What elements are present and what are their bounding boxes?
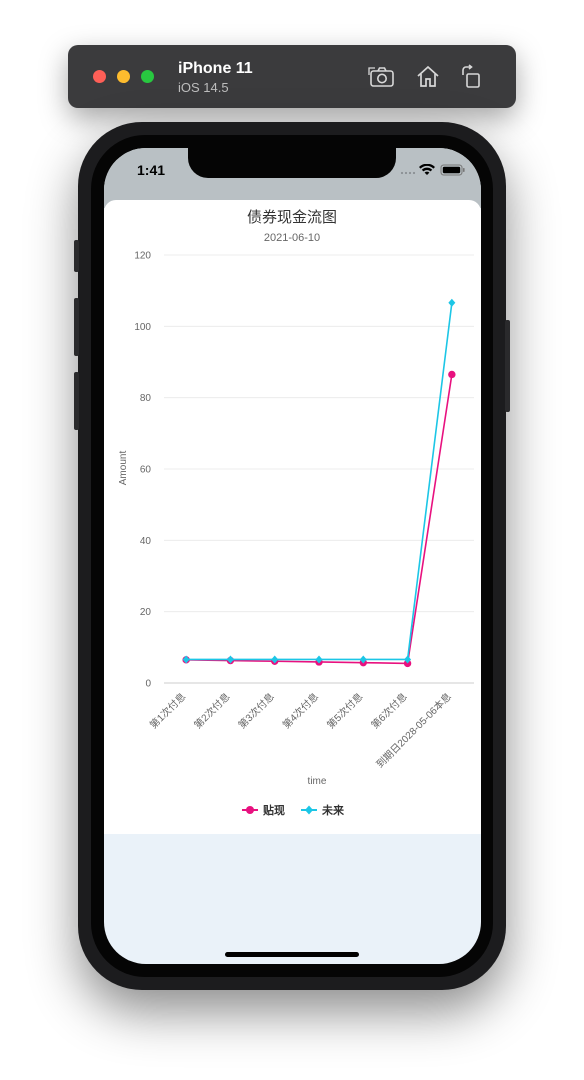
- y-tick-label: 20: [140, 607, 152, 618]
- chart-legend: 贴现 未来: [242, 803, 345, 817]
- chart-title: 债券现金流图: [247, 209, 337, 226]
- chart-subtitle: 2021-06-10: [264, 232, 320, 244]
- y-tick-label: 80: [140, 393, 152, 404]
- x-tick-label: 第2次付息: [191, 690, 232, 731]
- data-point[interactable]: [404, 655, 412, 664]
- status-time: 1:41: [137, 162, 166, 178]
- mute-switch: [74, 240, 79, 272]
- data-point[interactable]: [226, 655, 234, 664]
- screenshot-icon[interactable]: [368, 63, 396, 91]
- series-line: [186, 302, 453, 661]
- x-axis-label: time: [308, 776, 327, 787]
- device-os-version: iOS 14.5: [178, 80, 229, 95]
- y-tick-label: 100: [134, 322, 151, 333]
- legend-label[interactable]: 贴现: [262, 803, 285, 817]
- signal-icon: [400, 171, 416, 175]
- y-tick-label: 120: [134, 251, 151, 262]
- y-tick-label: 60: [140, 465, 152, 476]
- notch: [188, 148, 396, 178]
- data-point[interactable]: [359, 655, 367, 664]
- y-tick-label: 40: [140, 536, 152, 547]
- legend-marker: [305, 805, 313, 815]
- device-name: iPhone 11: [178, 60, 253, 77]
- data-point[interactable]: [315, 655, 323, 664]
- battery-icon: [440, 164, 465, 176]
- zoom-window-button[interactable]: [141, 70, 154, 83]
- y-axis-label: Amount: [118, 451, 129, 486]
- rotate-icon[interactable]: [458, 63, 486, 91]
- chart-grid: [164, 254, 474, 684]
- x-tick-label: 第4次付息: [280, 690, 321, 731]
- data-point[interactable]: [182, 655, 190, 664]
- chart: 债券现金流图 2021-06-10 0 20 40 60 80 100 120 第1次付息 第2…: [118, 209, 474, 817]
- volume-down-button: [74, 372, 79, 430]
- simulator-toolbar: iPhone 11 iOS 14.5: [68, 45, 516, 108]
- data-point[interactable]: [448, 370, 456, 379]
- legend-marker: [246, 806, 254, 814]
- wifi-icon: [419, 164, 435, 175]
- x-tick-label: 第6次付息: [368, 690, 409, 731]
- home-icon[interactable]: [414, 63, 442, 91]
- chart-axes: 0 20 40 60 80 100 120 第1次付息 第2次付息 第3次付息 第4次付息 第5次付息…: [134, 251, 454, 771]
- close-window-button[interactable]: [93, 70, 106, 83]
- x-tick-label: 第1次付息: [147, 690, 188, 731]
- home-indicator[interactable]: [225, 952, 359, 957]
- status-icons: [400, 164, 465, 176]
- volume-up-button: [74, 298, 79, 356]
- chart-series: [182, 298, 456, 668]
- x-tick-label: 第5次付息: [324, 690, 365, 731]
- data-point[interactable]: [448, 298, 456, 307]
- phone-screen: 1:41 债券现金流图 2021-06-10 0 20 40 60 80 100 120 第1…: [104, 148, 481, 964]
- power-button: [505, 320, 510, 412]
- minimize-window-button[interactable]: [117, 70, 130, 83]
- chart-card: 债券现金流图 2021-06-10 0 20 40 60 80 100 120 第1次付息 第2…: [104, 200, 481, 834]
- y-tick-label: 0: [145, 679, 151, 690]
- data-point[interactable]: [271, 655, 279, 664]
- legend-label[interactable]: 未来: [321, 803, 345, 817]
- x-tick-label: 第3次付息: [235, 690, 276, 731]
- x-tick-label: 到期日2028-05-06本息: [373, 690, 454, 771]
